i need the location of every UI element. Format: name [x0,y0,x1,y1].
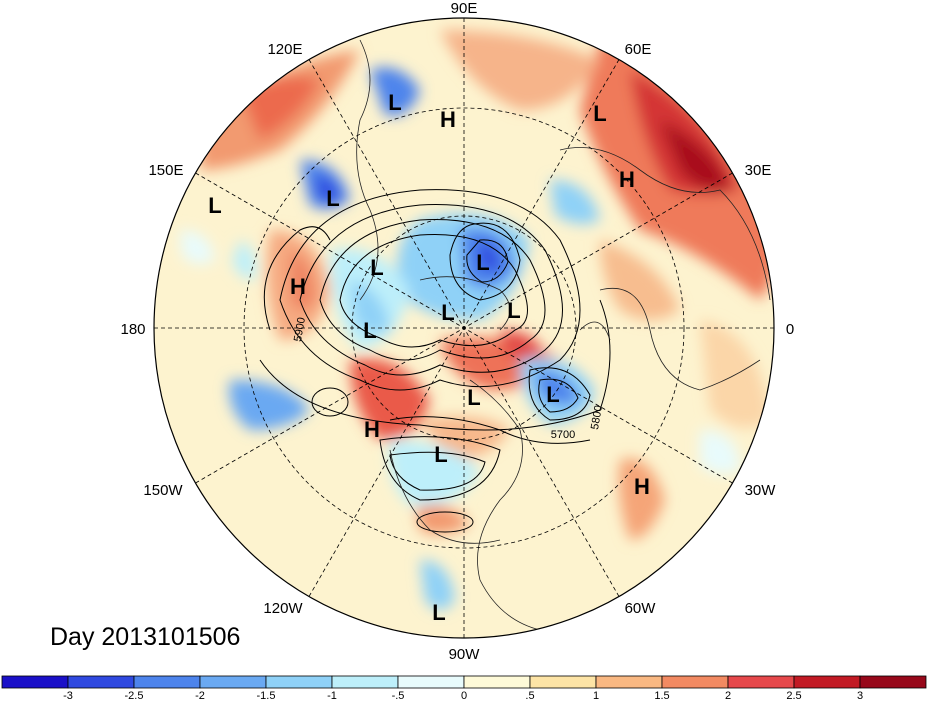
lon-label-60w: 60W [625,600,657,617]
pressure-center-low: L [593,101,606,126]
colorbar-tick-label: 1.5 [654,690,669,702]
colorbar-box [661,675,729,689]
colorbar-boxes [1,675,927,689]
pressure-center-high: H [619,167,635,192]
colorbar-box [793,675,861,689]
pressure-center-low: L [434,442,447,467]
pressure-center-low: L [546,382,559,407]
lon-label-150e: 150E [148,162,183,179]
lon-label-60e: 60E [625,41,652,58]
lon-label-150w: 150W [143,482,183,499]
colorbar-tick-label: -.5 [392,690,405,702]
colorbar-tick-label: .5 [525,690,534,702]
figure-title: Day 2013101506 [50,623,240,651]
colorbar-tick-label: 2 [725,690,731,702]
lon-label-120w: 120W [263,600,303,617]
contour-label-5800: 5800 [589,404,605,430]
pressure-center-low: L [326,186,339,211]
colorbar-box [331,675,399,689]
colorbar-tick-label: -1 [327,690,337,702]
pressure-center-low: L [441,300,454,325]
pressure-center-high: H [364,417,380,442]
colorbar-box [67,675,135,689]
colorbar-tick-label: -2.5 [125,690,144,702]
colorbar-tick-label: 1 [593,690,599,702]
map-boundary [153,17,775,639]
pressure-center-low: L [467,385,480,410]
graticule [154,18,774,638]
lon-label-30e: 30E [745,162,772,179]
pressure-center-low: L [208,193,221,218]
pressure-center-low: L [363,318,376,343]
contour-label-5900: 5900 [292,316,308,342]
colorbar-box [463,675,531,689]
pressure-center-low: L [476,250,489,275]
colorbar-tick-label: -3 [63,690,73,702]
lon-label-30w: 30W [745,482,777,499]
colorbar-box [133,675,201,689]
colorbar-box [595,675,663,689]
colorbar-box [859,675,927,689]
anomaly-field [154,18,774,638]
lon-label-120e: 120E [267,41,302,58]
colorbar-box [1,675,69,689]
colorbar-tick-label: -2 [195,690,205,702]
colorbar-box [397,675,465,689]
pressure-center-high: H [440,107,456,132]
pressure-center-high: H [634,474,650,499]
pressure-center-low: L [370,255,383,280]
pressure-center-low: L [388,90,401,115]
lon-label-90w: 90W [449,646,481,663]
lon-label-180: 180 [120,321,145,338]
pressure-center-low: L [432,600,445,625]
colorbar-box [265,675,333,689]
lon-label-90e: 90E [451,0,478,17]
colorbar-ticks: -3 -2.5 -2 -1.5 -1 -.5 0 .5 1 1.5 2 2.5 3 [63,690,863,702]
pressure-centers: L H L L H L L H L L L L L L H L H L [208,90,650,625]
pressure-center-high: H [290,274,306,299]
height-contours [259,189,611,533]
colorbar-box [727,675,795,689]
colorbar-box [199,675,267,689]
colorbar-tick-label: -1.5 [257,690,276,702]
colorbar-tick-label: 0 [461,690,467,702]
colorbar-tick-label: 3 [857,690,863,702]
colorbar: -3 -2.5 -2 -1.5 -1 -.5 0 .5 1 1.5 2 2.5 3 [1,675,927,702]
coastlines [356,39,771,631]
colorbar-tick-label: 2.5 [786,690,801,702]
contour-label-5700: 5700 [551,429,575,441]
pressure-center-low: L [507,298,520,323]
colorbar-box [529,675,597,689]
lon-label-0: 0 [786,321,794,338]
